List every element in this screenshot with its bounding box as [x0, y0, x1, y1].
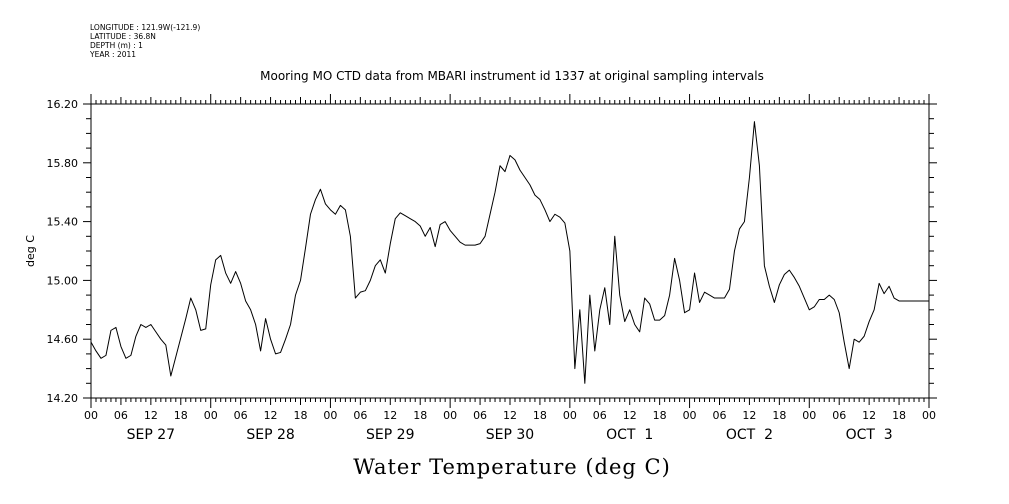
- x-hour-label: 18: [653, 409, 667, 422]
- x-hour-label: 12: [862, 409, 876, 422]
- y-axis: 14.20 14.60 15.00 15.40 15.80 16.20: [47, 98, 937, 405]
- x-day-label: OCT 1: [606, 427, 653, 443]
- x-hour-label: 06: [234, 409, 248, 422]
- longitude-text: LONGITUDE : 121.9W(-121.9): [90, 23, 200, 32]
- x-axis-title: Water Temperature (deg C): [353, 455, 671, 479]
- x-hour-label: 00: [922, 409, 936, 422]
- x-hour-label: 18: [294, 409, 308, 422]
- x-hour-label: 18: [174, 409, 188, 422]
- x-hour-label: 06: [593, 409, 607, 422]
- x-hour-label: 00: [443, 409, 457, 422]
- x-hour-label: 06: [473, 409, 487, 422]
- x-hour-label: 06: [353, 409, 367, 422]
- latitude-text: LATITUDE : 36.8N: [90, 32, 156, 41]
- x-day-label: OCT 3: [846, 427, 893, 443]
- y-tick-label: 14.60: [47, 333, 79, 346]
- x-hour-label: 12: [742, 409, 756, 422]
- x-day-label: SEP 29: [366, 427, 414, 443]
- x-hour-label: 18: [772, 409, 786, 422]
- x-day-label: SEP 27: [127, 427, 175, 443]
- x-hour-label: 00: [802, 409, 816, 422]
- year-text: YEAR : 2011: [89, 50, 136, 59]
- y-tick-label: 15.40: [47, 216, 79, 229]
- x-hour-label: 06: [114, 409, 128, 422]
- y-axis-label: deg C: [24, 235, 37, 267]
- x-hour-label: 06: [713, 409, 727, 422]
- x-hour-label: 00: [683, 409, 697, 422]
- x-hour-label: 12: [623, 409, 637, 422]
- x-axis: 00 06 12 18 00 06 12 18 00 06 12 18 00 06 12 18 00 06 12 18…: [84, 94, 936, 443]
- data-layer: [90, 121, 929, 384]
- x-day-label: SEP 30: [486, 427, 534, 443]
- y-tick-label: 15.00: [47, 274, 79, 287]
- x-hour-label: 18: [533, 409, 547, 422]
- plot-frame: [90, 103, 930, 399]
- chart-title: Mooring MO CTD data from MBARI instrumen…: [260, 69, 764, 83]
- y-tick-label: 14.20: [47, 392, 79, 405]
- temperature-series-line: [90, 121, 929, 384]
- x-hour-label: 18: [413, 409, 427, 422]
- x-hour-label: 00: [204, 409, 218, 422]
- x-hour-label: 00: [323, 409, 337, 422]
- x-hour-label: 12: [383, 409, 397, 422]
- x-hour-label: 00: [563, 409, 577, 422]
- x-day-label: OCT 2: [726, 427, 773, 443]
- x-hour-label: 12: [264, 409, 278, 422]
- x-hour-label: 18: [892, 409, 906, 422]
- x-hour-label: 00: [84, 409, 98, 422]
- depth-text: DEPTH (m) : 1: [90, 41, 143, 50]
- x-hour-label: 06: [832, 409, 846, 422]
- y-tick-label: 15.80: [47, 157, 79, 170]
- y-tick-label: 16.20: [47, 98, 79, 111]
- x-hour-label: 12: [144, 409, 158, 422]
- x-day-label: SEP 28: [246, 427, 294, 443]
- x-hour-label: 12: [503, 409, 517, 422]
